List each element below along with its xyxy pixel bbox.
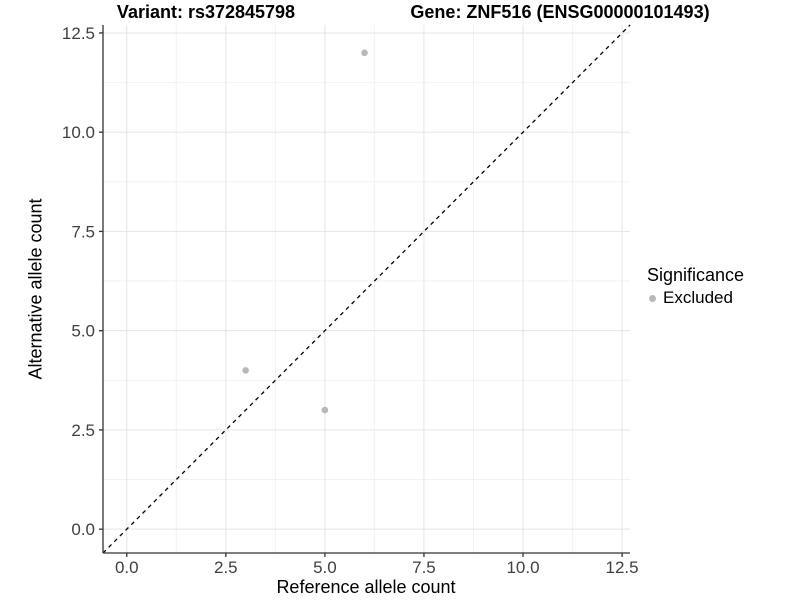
- legend-item-label: Excluded: [663, 288, 733, 307]
- variant-title: Variant: rs372845798: [116, 2, 296, 22]
- excluded-point-icon: [649, 294, 656, 302]
- x-tick-label: 12.5: [606, 558, 639, 577]
- legend-title: Significance: [647, 265, 745, 285]
- identity-dashed-line: [102, 24, 631, 554]
- gene-title: Gene: ZNF516 (ENSG00000101493): [410, 2, 710, 22]
- x-tick-label: 7.5: [412, 558, 436, 577]
- y-tick-label: 5.0: [71, 322, 95, 341]
- legend-item-excluded: Excluded: [647, 288, 744, 308]
- x-tick-label: 10.0: [506, 558, 539, 577]
- data-point: [242, 367, 249, 374]
- legend: Significance Excluded: [647, 265, 744, 308]
- data-point: [361, 49, 368, 57]
- x-tick-label: 5.0: [313, 558, 337, 577]
- data-point: [321, 406, 329, 414]
- x-tick-label: 0.0: [115, 558, 139, 577]
- y-tick-label: 10.0: [62, 123, 95, 142]
- y-tick-label: 2.5: [71, 421, 95, 440]
- y-tick-label: 7.5: [71, 222, 95, 241]
- y-axis-title: Alternative allele count: [25, 198, 46, 380]
- y-tick-label: 0.0: [71, 520, 95, 539]
- x-axis-title: Reference allele count: [276, 577, 456, 597]
- y-tick-label: 12.5: [62, 24, 95, 43]
- x-tick-label: 2.5: [214, 558, 238, 577]
